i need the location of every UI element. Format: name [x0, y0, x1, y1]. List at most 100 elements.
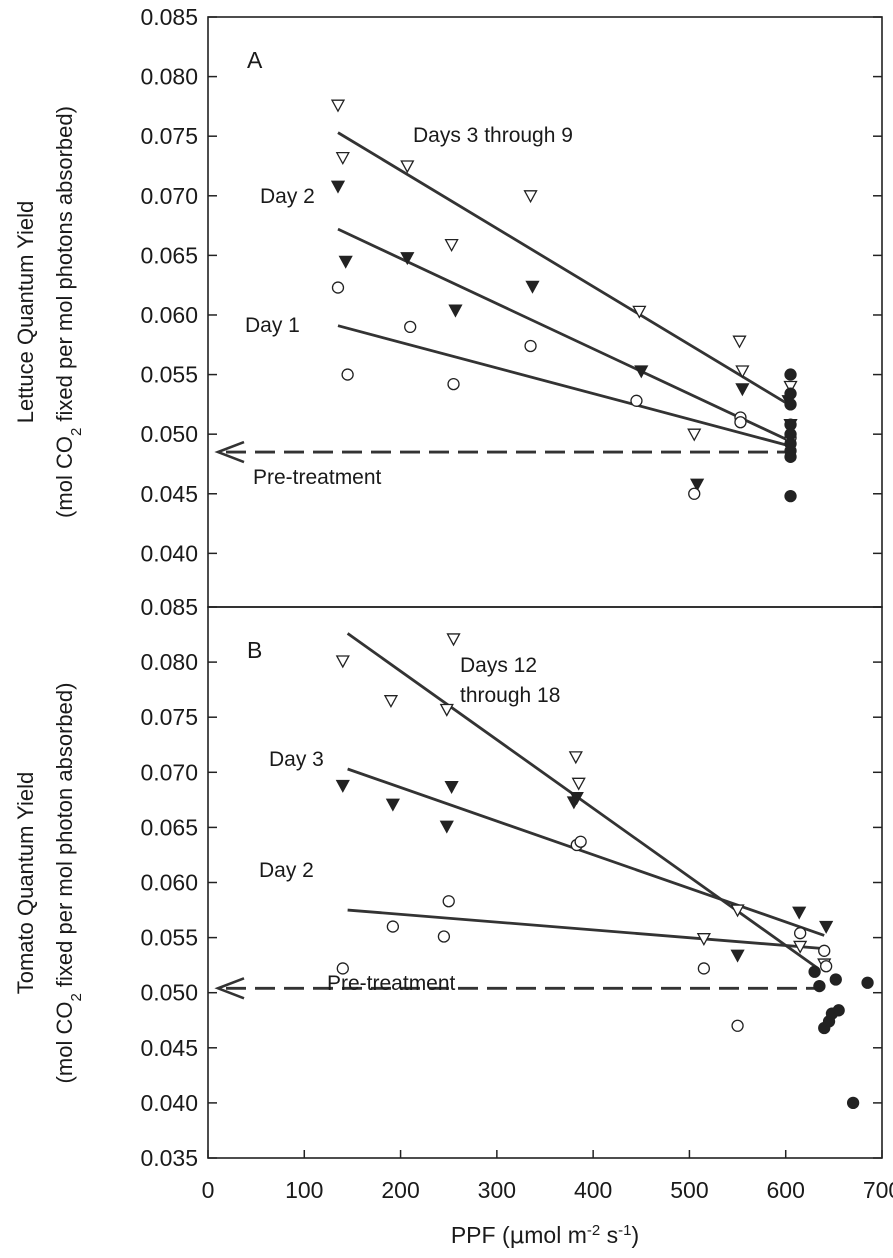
filled-triangle-point — [819, 920, 834, 934]
open-circle-point — [386, 920, 400, 933]
open-circle-point — [447, 377, 460, 391]
annotation-through-18: through 18 — [460, 684, 560, 707]
filled-triangle-point — [525, 280, 540, 294]
open-triangle-point — [439, 703, 454, 717]
panel-a-frame — [207, 16, 883, 608]
open-circle-point — [404, 320, 417, 334]
filled-triangle-point — [634, 365, 649, 379]
y-tick-label: 0.060 — [140, 302, 198, 328]
filled-circle-point — [784, 398, 797, 411]
panel-a-letter: A — [247, 47, 263, 73]
panel-a-ylabel-line2: (mol CO2 fixed per mol photons absorbed) — [52, 106, 85, 518]
filled-triangle-point — [735, 383, 750, 397]
y-tick-label: 0.065 — [140, 814, 198, 840]
x-tick-label: 400 — [574, 1177, 612, 1203]
filled-circle-point — [846, 1096, 860, 1110]
y-tick-label: 0.055 — [140, 362, 198, 388]
open-triangle-point — [568, 751, 583, 765]
open-triangle-point — [732, 335, 747, 349]
filled-triangle-point — [448, 304, 463, 318]
panel-b-ylabel-line2: (mol CO2 fixed per mol photon absorbed) — [52, 683, 85, 1084]
annotation-day-1: Day 1 — [245, 314, 300, 337]
open-circle-point — [437, 930, 451, 943]
open-triangle-point — [330, 99, 346, 113]
y-tick-label: 0.080 — [140, 64, 198, 90]
open-circle-point — [818, 944, 831, 957]
open-circle-point — [731, 1019, 744, 1032]
regression-line — [337, 131, 792, 407]
open-circle-point — [630, 394, 643, 407]
y-tick-label: 0.075 — [140, 704, 198, 730]
x-axis-title: PPF (μmol m-2 s-1) — [451, 1222, 639, 1250]
open-triangle-point — [793, 940, 808, 954]
pretreatment-arrowhead — [214, 977, 245, 1000]
annotation-day-2: Day 2 — [260, 185, 315, 208]
y-tick-label: 0.055 — [140, 925, 198, 951]
panel-b-letter: B — [247, 637, 262, 663]
panel-a-plot — [214, 99, 798, 503]
open-triangle-point — [335, 655, 350, 669]
x-tick-label: 0 — [202, 1177, 215, 1203]
y-tick-label: 0.075 — [140, 123, 198, 149]
open-circle-point — [820, 960, 833, 973]
filled-triangle-point — [400, 252, 415, 266]
x-tick-label: 100 — [285, 1177, 323, 1203]
open-circle-point — [524, 339, 537, 353]
open-circle-point — [442, 895, 455, 908]
open-circle-point — [688, 487, 701, 500]
filled-triangle-point — [569, 791, 584, 806]
open-circle-point — [574, 835, 587, 848]
panel-b-plot — [214, 632, 874, 1110]
regression-line — [337, 324, 791, 448]
y-tick-label: 0.060 — [140, 870, 198, 896]
filled-circle-point — [813, 979, 826, 993]
filled-triangle-point — [385, 798, 400, 812]
y-tick-label: 0.050 — [140, 421, 198, 447]
x-tick-label: 200 — [381, 1177, 419, 1203]
panel-a-y-axis: 0.085 0.080 0.075 0.070 0.065 0.060 0.055 0.050… — [140, 4, 882, 566]
open-triangle-point — [687, 428, 702, 442]
pretreatment-arrowhead — [214, 440, 245, 464]
filled-circle-point — [808, 965, 821, 978]
y-tick-label: 0.085 — [140, 594, 198, 620]
open-triangle-point — [383, 695, 399, 709]
filled-circle-point — [861, 976, 874, 989]
annotation-pretreatment-b: Pre-treatment — [327, 972, 456, 995]
regression-line — [337, 227, 792, 443]
open-triangle-point — [730, 904, 745, 918]
filled-triangle-point — [335, 779, 350, 793]
open-triangle-point — [735, 365, 750, 379]
x-tick-label: 300 — [478, 1177, 516, 1203]
annotation-day-2-b: Day 2 — [259, 859, 314, 882]
filled-circle-point — [784, 490, 797, 503]
open-circle-point — [331, 281, 345, 294]
filled-circle-point — [784, 387, 797, 400]
filled-triangle-point — [444, 780, 459, 794]
open-circle-point — [336, 962, 349, 975]
open-circle-point — [697, 962, 711, 975]
filled-circle-point — [829, 973, 842, 986]
y-tick-label: 0.085 — [140, 4, 198, 30]
panel-b-y-axis: 0.085 0.080 0.075 0.070 0.065 0.060 0.055 0.050… — [140, 594, 882, 1171]
filled-circle-point — [784, 368, 797, 381]
open-circle-point — [734, 416, 747, 429]
annotation-days-3-through-9: Days 3 through 9 — [413, 124, 573, 147]
filled-triangle-point — [792, 906, 807, 920]
filled-triangle-point — [330, 180, 346, 194]
filled-triangle-point — [730, 949, 745, 963]
annotation-day-3: Day 3 — [269, 748, 324, 771]
y-tick-label: 0.070 — [140, 759, 198, 785]
open-triangle-point — [571, 777, 586, 791]
open-triangle-point — [696, 933, 711, 947]
regression-line — [347, 908, 825, 951]
x-tick-label: 700 — [863, 1177, 893, 1203]
y-tick-label: 0.065 — [140, 242, 198, 268]
annotation-pretreatment-a: Pre-treatment — [253, 466, 382, 489]
open-triangle-point — [335, 151, 350, 166]
y-tick-label: 0.040 — [140, 540, 198, 566]
y-tick-label: 0.080 — [140, 649, 198, 675]
panel-b-ylabel-line1: Tomato Quantum Yield — [13, 772, 38, 995]
open-triangle-point — [523, 190, 538, 204]
y-tick-label: 0.040 — [140, 1090, 198, 1116]
